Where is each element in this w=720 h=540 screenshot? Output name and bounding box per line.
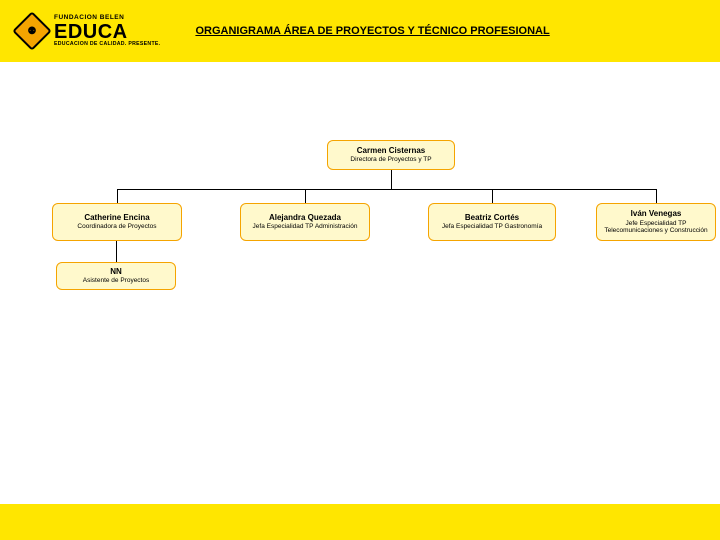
- node-name: Carmen Cisternas: [357, 146, 425, 156]
- node-name: Alejandra Quezada: [269, 213, 341, 223]
- node-role: Jefa Especialidad TP Administración: [253, 223, 358, 231]
- logo-text: FUNDACION BELEN EDUCA EDUCACION DE CALID…: [54, 15, 160, 47]
- org-node-child-2: Beatriz CortésJefa Especialidad TP Gastr…: [428, 203, 556, 241]
- logo-sign-glyph: ⚉: [28, 25, 37, 36]
- logo: ⚉ FUNDACION BELEN EDUCA EDUCACION DE CAL…: [18, 15, 160, 47]
- connector-grandchild: [116, 241, 117, 262]
- node-role: Asistente de Proyectos: [83, 277, 149, 285]
- node-role: Coordinadora de Proyectos: [77, 223, 156, 231]
- node-name: Catherine Encina: [84, 213, 149, 223]
- node-name: Beatriz Cortés: [465, 213, 519, 223]
- org-node-child-0: Catherine EncinaCoordinadora de Proyecto…: [52, 203, 182, 241]
- org-node-root: Carmen CisternasDirectora de Proyectos y…: [327, 140, 455, 170]
- org-node-grandchild: NNAsistente de Proyectos: [56, 262, 176, 290]
- node-role: Jefe Especialidad TP Telecomunicaciones …: [603, 220, 709, 236]
- node-role: Directora de Proyectos y TP: [350, 156, 431, 164]
- connector-child-drop-3: [656, 189, 657, 203]
- connector-bus: [117, 189, 656, 190]
- org-node-child-3: Iván VenegasJefe Especialidad TP Telecom…: [596, 203, 716, 241]
- page-title: ORGANIGRAMA ÁREA DE PROYECTOS Y TÉCNICO …: [195, 25, 549, 37]
- header: ⚉ FUNDACION BELEN EDUCA EDUCACION DE CAL…: [0, 0, 720, 62]
- connector-child-drop-0: [117, 189, 118, 203]
- org-chart: Carmen CisternasDirectora de Proyectos y…: [0, 62, 720, 422]
- footer-band: [0, 504, 720, 540]
- logo-sign-icon: ⚉: [12, 11, 52, 51]
- connector-child-drop-2: [492, 189, 493, 203]
- connector-child-drop-1: [305, 189, 306, 203]
- page: ⚉ FUNDACION BELEN EDUCA EDUCACION DE CAL…: [0, 0, 720, 540]
- org-node-child-1: Alejandra QuezadaJefa Especialidad TP Ad…: [240, 203, 370, 241]
- logo-line2: EDUCA: [54, 22, 160, 42]
- node-role: Jefa Especialidad TP Gastronomía: [442, 223, 542, 231]
- logo-line3: EDUCACION DE CALIDAD. PRESENTE.: [54, 42, 160, 47]
- connector-root-drop: [391, 170, 392, 189]
- node-name: Iván Venegas: [631, 209, 682, 219]
- node-name: NN: [110, 267, 122, 277]
